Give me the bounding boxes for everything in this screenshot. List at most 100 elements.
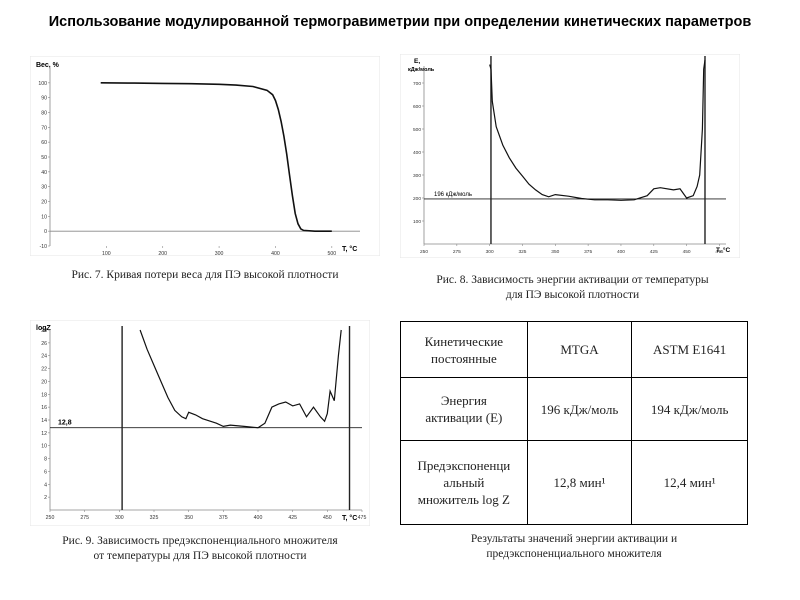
x-tick-label: 400 bbox=[617, 249, 625, 255]
x-tick-label: 425 bbox=[288, 515, 297, 521]
x-tick-label: 475 bbox=[715, 249, 723, 255]
y-tick-label: 24 bbox=[41, 354, 47, 360]
y-tick-label: 2 bbox=[44, 495, 47, 501]
x-tick-label: 475 bbox=[358, 515, 367, 521]
fig8-ylabel-line1: E, bbox=[414, 58, 420, 65]
fig9-caption-line1: Рис. 9. Зависимость предэкспоненциальног… bbox=[62, 535, 338, 547]
x-tick-label: 500 bbox=[327, 251, 336, 256]
table-header-mtga: MTGA bbox=[526, 321, 633, 378]
y-tick-label: 20 bbox=[41, 200, 47, 206]
y-tick-label: 500 bbox=[413, 127, 421, 133]
fig8-annotation: 196 кДж/моль bbox=[434, 192, 472, 198]
fig9-annotation: 12,8 bbox=[58, 420, 72, 427]
row-label-line: активации (E) bbox=[425, 410, 503, 425]
x-tick-label: 400 bbox=[254, 515, 263, 521]
y-tick-label: -10 bbox=[40, 244, 48, 250]
x-tick-label: 275 bbox=[453, 249, 461, 255]
x-tick-label: 300 bbox=[115, 515, 124, 521]
table-header-row: Кинетические постоянные MTGA ASTM E1641 bbox=[400, 321, 748, 378]
header-line: Кинетические bbox=[424, 333, 504, 349]
x-tick-label: 350 bbox=[551, 249, 559, 255]
y-tick-label: 200 bbox=[413, 196, 421, 202]
table-row: Предэкспоненци альный множитель log Z 12… bbox=[400, 440, 748, 525]
header-line: постоянные bbox=[431, 350, 497, 366]
x-tick-label: 325 bbox=[150, 515, 159, 521]
y-tick-label: 26 bbox=[41, 341, 47, 347]
table-cell-energy-mtga: 196 кДж/моль bbox=[526, 377, 633, 441]
x-tick-label: 325 bbox=[518, 249, 526, 255]
activation-energy-chart: E, кДж/моль T, °C 100 200 300 400 500 600 700 2… bbox=[400, 54, 740, 258]
y-tick-label: 90 bbox=[41, 96, 47, 102]
x-tick-label: 425 bbox=[650, 249, 658, 255]
y-tick-label: 30 bbox=[41, 185, 47, 191]
fig8-caption-line1: Рис. 8. Зависимость энергии активации от… bbox=[436, 274, 709, 286]
table-cell-factor-label: Предэкспоненци альный множитель log Z bbox=[400, 440, 528, 525]
y-tick-label: 60 bbox=[41, 140, 47, 146]
y-tick-label: 600 bbox=[413, 104, 421, 110]
x-tick-label: 400 bbox=[271, 251, 280, 256]
page-title: Использование модулированной термогравим… bbox=[48, 14, 752, 30]
y-tick-label: 18 bbox=[41, 392, 47, 398]
x-tick-label: 350 bbox=[184, 515, 193, 521]
x-tick-label: 300 bbox=[486, 249, 494, 255]
fig8-caption-line2: для ПЭ высокой плотности bbox=[505, 289, 640, 301]
y-tick-label: 100 bbox=[38, 81, 47, 87]
x-tick-label: 375 bbox=[584, 249, 592, 255]
row-label-line: Энергия bbox=[440, 393, 487, 408]
table-row: Энергия активации (E) 196 кДж/моль 194 к… bbox=[400, 377, 748, 441]
y-tick-label: 22 bbox=[41, 367, 47, 373]
y-tick-label: 20 bbox=[41, 379, 47, 385]
table-caption-line1: Результаты значений энергии активации и bbox=[470, 533, 678, 545]
y-tick-label: 16 bbox=[41, 405, 47, 411]
y-tick-label: 12 bbox=[41, 431, 47, 437]
y-tick-label: 10 bbox=[41, 444, 47, 450]
y-tick-label: 0 bbox=[44, 229, 47, 235]
fig7-xlabel: T, °C bbox=[342, 245, 357, 253]
y-tick-label: 6 bbox=[44, 469, 47, 475]
table-header-constants: Кинетические постоянные bbox=[400, 321, 528, 378]
logz-curve bbox=[139, 329, 342, 429]
y-tick-label: 100 bbox=[413, 219, 421, 225]
table-cell-factor-mtga: 12,8 мин¹ bbox=[526, 440, 633, 525]
activation-energy-curve bbox=[489, 59, 706, 201]
fig7-ylabel: Вес, % bbox=[36, 62, 60, 69]
fig9-caption-line2: от температуры для ПЭ высокой плотности bbox=[93, 550, 307, 562]
y-tick-label: 700 bbox=[413, 81, 421, 87]
x-tick-label: 275 bbox=[80, 515, 89, 521]
x-tick-label: 200 bbox=[158, 251, 167, 256]
y-tick-label: 40 bbox=[41, 170, 47, 176]
y-tick-label: 28 bbox=[41, 328, 47, 334]
x-tick-label: 300 bbox=[215, 251, 224, 256]
y-tick-label: 4 bbox=[44, 482, 47, 488]
x-tick-label: 450 bbox=[323, 515, 332, 521]
y-tick-label: 300 bbox=[413, 173, 421, 179]
y-tick-label: 10 bbox=[41, 214, 47, 220]
results-table: Кинетические постоянные MTGA ASTM E1641 … bbox=[400, 321, 748, 525]
x-tick-label: 250 bbox=[420, 249, 428, 255]
x-tick-label: 450 bbox=[683, 249, 691, 255]
weight-loss-chart: Вес, % T, °C -10 0 10 20 30 40 50 60 70 80 90 100 10… bbox=[30, 56, 380, 256]
x-tick-label: 100 bbox=[102, 251, 111, 256]
y-tick-label: 400 bbox=[413, 150, 421, 156]
row-label-line: Предэкспоненци bbox=[417, 458, 511, 473]
y-tick-label: 8 bbox=[44, 457, 47, 463]
fig8-ylabel-line2: кДж/моль bbox=[408, 67, 435, 73]
y-tick-label: 80 bbox=[41, 111, 47, 117]
y-tick-label: 70 bbox=[41, 125, 47, 131]
table-cell-energy-astm: 194 кДж/моль bbox=[631, 377, 748, 441]
row-label-line: альный bbox=[443, 475, 485, 490]
table-header-astm: ASTM E1641 bbox=[631, 321, 748, 378]
fig9-ylabel: logZ bbox=[36, 325, 51, 332]
weight-curve bbox=[100, 82, 332, 232]
fig8-xlabel: T, °C bbox=[716, 246, 730, 254]
row-label-line: множитель log Z bbox=[417, 492, 510, 507]
table-caption-line2: предэкспоненциального множителя bbox=[486, 548, 662, 560]
table-cell-factor-astm: 12,4 мин¹ bbox=[631, 440, 748, 525]
fig7-caption: Рис. 7. Кривая потери веса для ПЭ высоко… bbox=[71, 269, 339, 281]
fig9-xlabel: T, °C bbox=[342, 514, 357, 522]
x-tick-label: 250 bbox=[46, 515, 55, 521]
x-tick-label: 375 bbox=[219, 515, 228, 521]
y-tick-label: 14 bbox=[41, 418, 47, 424]
y-tick-label: 50 bbox=[41, 155, 47, 161]
